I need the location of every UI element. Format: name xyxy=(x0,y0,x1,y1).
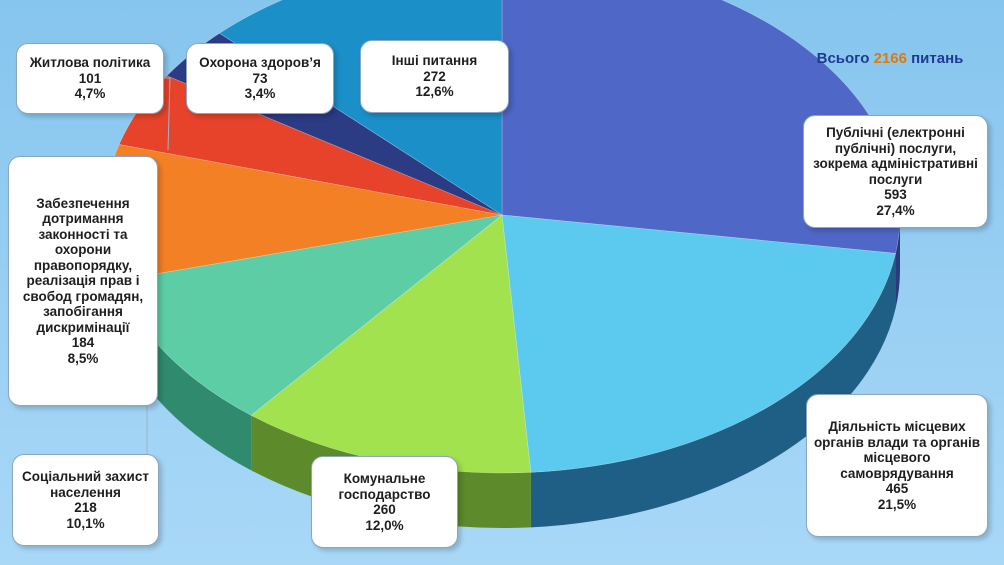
label-value: 73 xyxy=(252,70,268,86)
label-title: Соціальний захист населення xyxy=(22,469,149,500)
label-title: Інші питання xyxy=(391,53,478,69)
total-caption: Всього 2166 питань xyxy=(790,50,990,67)
label-other: Інші питання 272 12,6% xyxy=(360,40,509,113)
total-prefix: Всього xyxy=(816,50,870,67)
pie-slice-side xyxy=(895,215,900,309)
total-number: 2166 xyxy=(873,50,907,67)
label-title: Житлова політика xyxy=(29,55,151,71)
label-public-services: Публічні (електронні публічні) послуги, … xyxy=(803,115,988,228)
label-social-protection: Соціальний захист населення 218 10,1% xyxy=(12,454,159,546)
label-value: 184 xyxy=(71,335,95,351)
label-percent: 10,1% xyxy=(66,515,105,531)
label-percent: 3,4% xyxy=(244,86,276,102)
label-title: Комунальне господарство xyxy=(338,471,431,502)
label-value: 260 xyxy=(373,502,396,517)
label-local-authorities: Діяльність місцевих органів влади та орг… xyxy=(806,394,988,537)
label-percent: 4,7% xyxy=(74,86,106,102)
label-title: Охорона здоров’я xyxy=(199,55,321,71)
label-title: Забезпечення дотримання законності та ох… xyxy=(22,195,144,335)
label-legality: Забезпечення дотримання законності та ох… xyxy=(8,156,158,406)
leader-line xyxy=(163,77,171,151)
label-title: Діяльність місцевих органів влади та орг… xyxy=(813,419,981,481)
label-value: 593 xyxy=(884,187,907,202)
label-value: 272 xyxy=(423,68,446,84)
label-percent: 8,5% xyxy=(67,350,99,366)
label-title: Публічні (електронні публічні) послуги, … xyxy=(813,125,978,187)
label-health: Охорона здоров’я 73 3,4% xyxy=(186,43,334,114)
label-value: 465 xyxy=(885,481,909,496)
label-value: 218 xyxy=(74,500,97,515)
pie-slice-1 xyxy=(501,214,896,473)
pie-slice-side xyxy=(117,280,252,471)
total-suffix: питань xyxy=(911,50,964,67)
label-percent: 21,5% xyxy=(877,496,917,512)
label-percent: 12,0% xyxy=(365,517,404,533)
label-percent: 27,4% xyxy=(876,202,915,218)
label-percent: 12,6% xyxy=(415,84,454,100)
label-communal: Комунальне господарство 260 12,0% xyxy=(311,456,458,548)
pie-slice-side xyxy=(530,253,896,528)
label-value: 101 xyxy=(78,70,102,86)
label-housing: Житлова політика 101 4,7% xyxy=(16,43,164,114)
